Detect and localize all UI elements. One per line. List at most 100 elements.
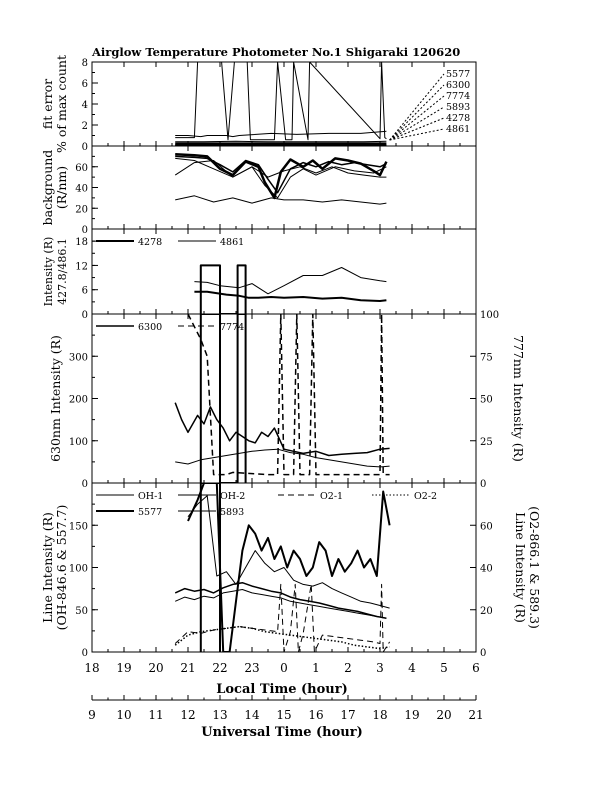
x-axes: 18 19 20 21 22 23 0 1 2 3 4 5 69 10 11 12 13 14 15 16 17 18 19… <box>84 651 484 722</box>
y2-tick-label-oi_lines: 50 <box>480 395 493 406</box>
legend-leader-4278 <box>389 117 445 141</box>
y-axis-label-blue_lines: Intensity (R) <box>42 237 55 307</box>
x-tick-label-local: 6 <box>472 661 480 675</box>
legend-label-O2-2: O2-2 <box>414 491 437 502</box>
x-tick-label-universal: 19 <box>404 708 419 722</box>
x-tick-label-universal: 14 <box>244 708 260 722</box>
y-tick-label-oh_o2_lines: 100 <box>69 564 88 575</box>
x-tick-label-universal: 12 <box>180 708 195 722</box>
x-tick-label-universal: 11 <box>148 708 163 722</box>
legend-label-6300: 6300 <box>446 80 470 91</box>
x-tick-label-universal: 10 <box>116 708 131 722</box>
y-tick-label-oh_o2_lines: 0 <box>82 648 88 659</box>
y-axis-label-background: background <box>40 150 55 226</box>
y-axis-label2-background: (R/nm) <box>54 166 69 209</box>
y-tick-label-oh_o2_lines: 150 <box>69 521 88 532</box>
x-axis-label-universal: Universal Time (hour) <box>201 725 363 740</box>
series-oi_lines-saturated <box>199 314 247 483</box>
y-tick-label-blue_lines: 6 <box>82 286 88 297</box>
series-oi_lines-7774 <box>187 314 390 476</box>
legend-leader-7774 <box>389 95 445 141</box>
y-tick-label-blue_lines: 12 <box>75 261 88 272</box>
series-oh_o2_lines-O2-1 <box>174 583 391 652</box>
y-axis-label-fit_error: fit error <box>40 79 55 129</box>
y2-tick-label-oh_o2_lines: 60 <box>480 521 493 532</box>
y2-tick-label-oh_o2_lines: 40 <box>480 564 493 575</box>
legend-label-OH-2: OH-2 <box>220 491 245 502</box>
panel-background: 0 20 40 60 background (R/nm) <box>40 145 477 236</box>
legend-label-7774: 7774 <box>446 91 470 102</box>
x-tick-label-universal: 16 <box>308 708 323 722</box>
series-group-background <box>174 153 388 205</box>
series-blue_lines-saturated <box>199 264 247 314</box>
legend-label-5893: 5893 <box>446 102 470 113</box>
y-tick-label-oi_lines: 100 <box>69 437 88 448</box>
figure-title: Airglow Temperature Photometer No.1 Shig… <box>91 45 460 59</box>
x-tick-label-universal: 17 <box>340 708 355 722</box>
x-tick-label-local: 4 <box>408 661 416 675</box>
y-tick-label-fit_error: 6 <box>82 79 88 90</box>
legend-label-4861: 4861 <box>220 237 244 248</box>
y-tick-label-oi_lines: 300 <box>69 352 88 363</box>
x-axis-label-local: Local Time (hour) <box>216 682 348 697</box>
y2-tick-label-oi_lines: 75 <box>480 352 493 363</box>
y2-tick-label-oi_lines: 0 <box>480 479 486 490</box>
legend-label-OH-1: OH-1 <box>138 491 163 502</box>
legend-label-5577: 5577 <box>138 507 162 518</box>
series-group-oh_o2_lines <box>174 483 391 652</box>
legend-leader-6300 <box>389 84 445 141</box>
x-tick-label-universal: 15 <box>276 708 291 722</box>
y-tick-label-fit_error: 2 <box>82 121 88 132</box>
series-oi_lines-6300-low <box>175 448 390 468</box>
y-tick-label-fit_error: 4 <box>82 100 88 111</box>
x-tick-label-local: 0 <box>280 661 288 675</box>
legend-label-5577: 5577 <box>446 69 470 80</box>
series-fit_error-6300 <box>175 62 387 141</box>
x-tick-label-local: 5 <box>440 661 448 675</box>
x-tick-label-universal: 18 <box>372 708 387 722</box>
y2-tick-label-oi_lines: 25 <box>480 437 493 448</box>
y-axis-label-oi_lines: 630nm Intensity (R) <box>48 335 63 462</box>
panel-oi_lines: 0 100 200 300 0 25 50 75 100 630nm Intensity (R) 7… <box>48 310 526 490</box>
y2-axis-label-oi_lines: 777nm Intensity (R) <box>511 335 526 462</box>
legend-label-5893: 5893 <box>220 507 244 518</box>
legend-label-O2-1: O2-1 <box>320 491 343 502</box>
x-tick-label-local: 18 <box>84 661 99 675</box>
x-tick-label-local: 3 <box>376 661 384 675</box>
y-tick-label-oh_o2_lines: 50 <box>75 606 88 617</box>
series-oi_lines-6300 <box>174 402 390 457</box>
x-tick-label-local: 1 <box>312 661 320 675</box>
series-group-blue_lines <box>194 264 387 314</box>
x-tick-label-universal: 21 <box>468 708 483 722</box>
x-tick-label-universal: 13 <box>212 708 227 722</box>
y-tick-label-background: 60 <box>75 163 88 174</box>
series-background-5893 <box>175 157 387 199</box>
x-tick-label-universal: 9 <box>88 708 96 722</box>
series-oh_o2_lines-OH-2 <box>174 589 387 619</box>
y-tick-label-background: 40 <box>75 184 88 195</box>
y-tick-label-oi_lines: 200 <box>69 395 88 406</box>
x-tick-label-local: 20 <box>148 661 163 675</box>
series-oh_o2_lines-O2-2 <box>174 625 390 650</box>
panel-blue_lines: 0 6 12 18 Intensity (R) 427.8/486.1 4278 4861 <box>42 228 477 321</box>
series-group-fit_error <box>175 62 387 146</box>
y-axis-label2-fit_error: % of max count <box>54 55 69 153</box>
legend-label-4278: 4278 <box>446 113 470 124</box>
legend-leader-5577 <box>389 73 445 141</box>
legend-leader-5893 <box>389 106 445 141</box>
series-fit_error-5577 <box>175 130 387 138</box>
y-tick-label-blue_lines: 18 <box>75 237 88 248</box>
series-group-oi_lines <box>174 314 390 483</box>
y-axis-label2-blue_lines: 427.8/486.1 <box>56 238 69 305</box>
series-blue_lines-4861 <box>194 267 387 295</box>
y-tick-label-oi_lines: 0 <box>82 479 88 490</box>
legend-label-4861: 4861 <box>446 124 470 135</box>
y-tick-label-fit_error: 0 <box>82 142 88 153</box>
x-tick-label-local: 22 <box>212 661 227 675</box>
y-axis-label-oh_o2_lines: Line Intensity (R) <box>40 512 55 623</box>
series-oh_o2_lines-5893 <box>187 495 390 609</box>
x-tick-label-local: 2 <box>344 661 352 675</box>
